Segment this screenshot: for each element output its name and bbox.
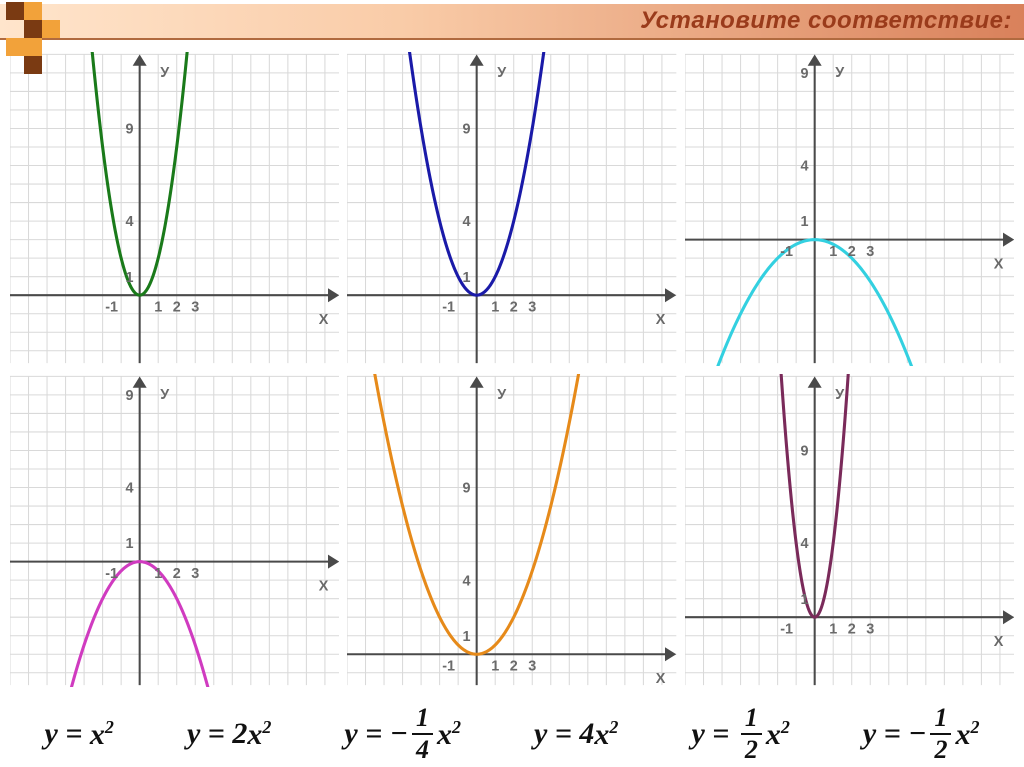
svg-text:Х: Х [656, 312, 666, 328]
svg-text:1: 1 [463, 270, 471, 286]
svg-text:3: 3 [529, 300, 537, 316]
equation-3: y = 4x2 [534, 717, 618, 752]
svg-text:1: 1 [125, 536, 133, 552]
svg-text:9: 9 [125, 122, 133, 138]
svg-text:3: 3 [191, 566, 199, 582]
svg-text:-1: -1 [443, 300, 456, 316]
svg-text:1: 1 [154, 566, 162, 582]
svg-text:У: У [835, 65, 845, 81]
svg-text:9: 9 [125, 388, 133, 404]
equation-5: y = −12x2 [863, 705, 980, 763]
svg-text:4: 4 [800, 536, 808, 552]
svg-text:2: 2 [173, 300, 181, 316]
svg-text:Х: Х [993, 634, 1003, 650]
svg-text:9: 9 [800, 66, 808, 82]
chart-3: УХ149-1123 [10, 374, 339, 688]
svg-text:4: 4 [800, 159, 808, 175]
svg-text:-1: -1 [105, 566, 118, 582]
header-bar: Установите соответствие: [0, 4, 1024, 40]
svg-text:2: 2 [847, 244, 855, 260]
svg-text:Х: Х [319, 312, 329, 328]
svg-text:9: 9 [463, 480, 471, 496]
equation-0: y = x2 [45, 717, 114, 752]
svg-text:1: 1 [154, 300, 162, 316]
svg-text:4: 4 [125, 480, 133, 496]
svg-text:4: 4 [463, 214, 471, 230]
svg-text:У: У [160, 65, 170, 81]
equation-2: y = −14x2 [344, 705, 461, 763]
equation-1: y = 2x2 [187, 717, 271, 752]
svg-text:3: 3 [866, 621, 874, 637]
svg-text:-1: -1 [443, 658, 456, 674]
svg-text:У: У [498, 387, 508, 403]
svg-text:3: 3 [191, 300, 199, 316]
svg-text:1: 1 [829, 244, 837, 260]
logo-icon [4, 0, 78, 74]
svg-text:1: 1 [800, 591, 808, 607]
svg-text:2: 2 [173, 566, 181, 582]
chart-2: УХ149-1123 [685, 52, 1014, 366]
svg-text:1: 1 [829, 621, 837, 637]
svg-text:2: 2 [510, 300, 518, 316]
svg-text:Х: Х [993, 256, 1003, 272]
svg-text:1: 1 [492, 658, 500, 674]
svg-text:4: 4 [463, 573, 471, 589]
svg-text:1: 1 [800, 214, 808, 230]
charts-grid: УХ149-1123УХ149-1123УХ149-1123УХ149-1123… [10, 52, 1014, 687]
svg-text:-1: -1 [780, 244, 793, 260]
svg-text:2: 2 [510, 658, 518, 674]
svg-text:9: 9 [463, 122, 471, 138]
chart-5: УХ149-1123 [685, 374, 1014, 688]
svg-text:3: 3 [866, 244, 874, 260]
svg-text:-1: -1 [780, 621, 793, 637]
svg-text:У: У [160, 387, 170, 403]
svg-text:У: У [498, 65, 508, 81]
svg-text:4: 4 [125, 214, 133, 230]
svg-text:1: 1 [492, 300, 500, 316]
svg-text:Х: Х [656, 671, 666, 687]
svg-text:У: У [835, 387, 845, 403]
chart-0: УХ149-1123 [10, 52, 339, 366]
svg-text:-1: -1 [105, 300, 118, 316]
svg-text:Х: Х [319, 578, 329, 594]
equation-4: y = 12x2 [691, 705, 789, 763]
equations-row: y = x2 y = 2x2 y = −14x2 y = 4x2 y = 12x2 y =… [0, 705, 1024, 763]
svg-text:3: 3 [529, 658, 537, 674]
page-title: Установите соответствие: [640, 7, 1012, 35]
svg-text:2: 2 [847, 621, 855, 637]
chart-1: УХ149-1123 [347, 52, 676, 366]
chart-4: УХ149-1123 [347, 374, 676, 688]
svg-text:9: 9 [800, 443, 808, 459]
svg-text:1: 1 [463, 628, 471, 644]
svg-text:1: 1 [125, 270, 133, 286]
